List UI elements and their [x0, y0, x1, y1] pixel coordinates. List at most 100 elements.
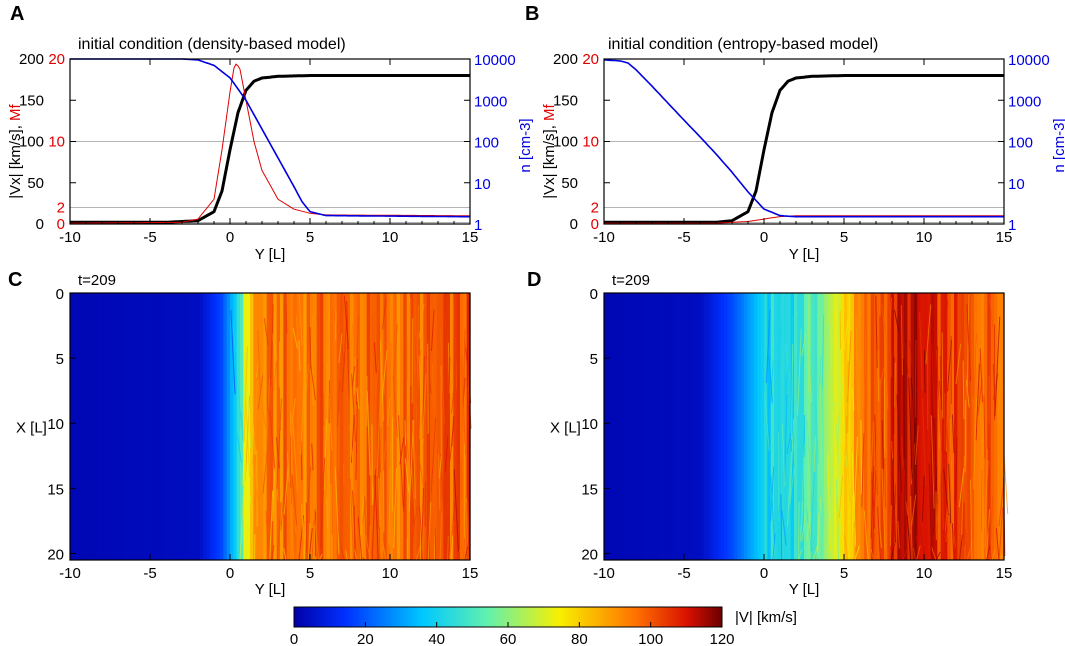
heatmap-cell [1000, 293, 1005, 560]
heatmap-streak [1000, 553, 1004, 561]
heatmap-streak [291, 398, 296, 422]
heatmap-streak [783, 394, 788, 482]
heatmap-streak [275, 437, 280, 469]
heatmap-streak [772, 533, 776, 561]
y2-tick-label: 1 [474, 217, 482, 234]
y-tick-label-black: 200 [553, 51, 578, 68]
x-tick-label: -5 [143, 229, 156, 246]
heatmap-cell [760, 293, 765, 560]
heatmap-cell [667, 293, 672, 560]
heatmap-cell [917, 293, 922, 560]
x-tick-label: -10 [593, 229, 615, 246]
heatmap-streak [297, 548, 300, 561]
heatmap-cell [754, 293, 758, 560]
heatmap-cell [290, 293, 294, 560]
heatmap-cell [443, 293, 448, 560]
heatmap-streak [883, 316, 889, 410]
heatmap-streak [253, 452, 258, 498]
heatmap-cell [170, 293, 174, 560]
heatmap-streak [821, 314, 825, 388]
heatmap-cell [196, 293, 201, 560]
heatmap-streak [273, 362, 277, 393]
heatmap-cell [947, 293, 952, 560]
heatmap-cell [310, 293, 314, 560]
heatmap-cell [687, 293, 692, 560]
heatmap-cell [86, 293, 91, 560]
heatmap-streak [361, 501, 367, 525]
heatmap-streak [910, 496, 913, 561]
y-tick-label-red: 20 [582, 51, 599, 68]
heatmap-streak [948, 417, 952, 514]
heatmap-streak [230, 310, 236, 395]
heatmap-cell [757, 293, 762, 560]
heatmap-cell [914, 293, 918, 560]
heatmap-streak [962, 360, 965, 420]
heatmap-cell [924, 293, 928, 560]
heatmap-streak [355, 402, 358, 481]
heatmap-streak [439, 512, 443, 561]
heatmap-streak [287, 452, 290, 483]
heatmap-streak [382, 542, 387, 561]
heatmap-streak [945, 300, 949, 325]
heatmap-streak [269, 409, 276, 469]
heatmap-streak [257, 375, 264, 410]
heatmap-streak [412, 420, 416, 499]
y2-tick-label: 1 [1008, 217, 1016, 234]
heatmap-cell [940, 293, 945, 560]
y-axis-label-vx: |Vx| [km/s], [541, 121, 558, 199]
heatmap-streak [972, 333, 977, 429]
heatmap-streak [353, 356, 356, 395]
heatmap-cell [884, 293, 888, 560]
heatmap-cell [614, 293, 618, 560]
heatmap-cell [450, 293, 454, 560]
heatmap-cell [710, 293, 715, 560]
heatmap-cell [777, 293, 782, 560]
heatmap-streak [416, 304, 419, 389]
heatmap-cell [627, 293, 632, 560]
heatmap-streak [877, 506, 881, 561]
y-axis-label: X [L] [16, 420, 47, 437]
heatmap-streak [856, 341, 860, 391]
heatmap-streak [355, 359, 358, 405]
heatmap-cell [186, 293, 191, 560]
heatmap-streak [340, 546, 345, 561]
heatmap-cell [747, 293, 752, 560]
heatmap-streak [306, 466, 312, 518]
heatmap-streak [989, 297, 994, 328]
heatmap-streak [835, 479, 840, 561]
heatmap-cell [810, 293, 815, 560]
heatmap-streak [276, 360, 282, 431]
colorbar: |V| [km/s] 0 20 40 60 80 100 120 [290, 606, 797, 646]
heatmap-cell [960, 293, 965, 560]
heatmap-streak [447, 536, 449, 561]
heatmap-streak [270, 304, 274, 387]
heatmap-streak [996, 502, 1001, 555]
heatmap-streak [370, 551, 376, 561]
heatmap-cell [246, 293, 251, 560]
heatmap-cell [236, 293, 241, 560]
heatmap-streak [965, 380, 970, 408]
heatmap-streak [848, 420, 854, 491]
heatmap-streak [392, 375, 398, 438]
heatmap-cell [353, 293, 358, 560]
heatmap-streak [360, 494, 364, 536]
y-tick-label-black: 50 [561, 175, 578, 192]
heatmap-cell [867, 293, 872, 560]
heatmap-cell [283, 293, 288, 560]
heatmap-cell [416, 293, 421, 560]
heatmap-streak [817, 500, 823, 524]
heatmap-streak [966, 294, 970, 388]
heatmap-streak [292, 421, 298, 492]
heatmap-cell [644, 293, 648, 560]
heatmap-streak [914, 339, 917, 424]
heatmap-streak [349, 478, 354, 558]
heatmap-streak [940, 409, 943, 475]
heatmap-c: -10 -5 0 5 10 15 Y [L] 0 5 10 15 20 X [L] t=209 [16, 272, 478, 598]
heatmap-streak [786, 451, 792, 527]
heatmap-streak [383, 316, 386, 395]
heatmap-cell [193, 293, 198, 560]
heatmap-streak [352, 490, 357, 561]
heatmap-streak [813, 436, 816, 473]
heatmap-streak [448, 521, 455, 561]
heatmap-streak [269, 490, 274, 561]
